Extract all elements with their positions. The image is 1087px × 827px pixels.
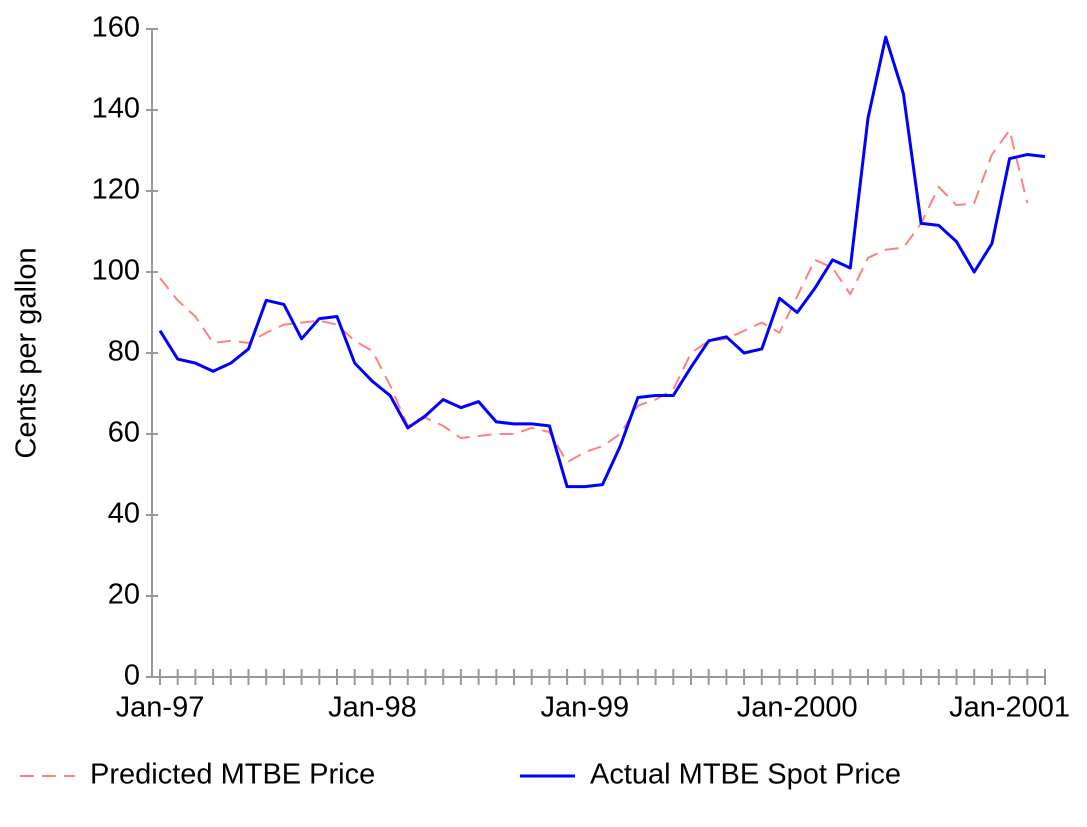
y-tick-label: 80 xyxy=(108,336,140,368)
x-tick-label: Jan-97 xyxy=(116,692,205,724)
y-tick-label: 160 xyxy=(92,12,140,44)
y-tick-label: 140 xyxy=(92,93,140,125)
x-tick-label: Jan-2001 xyxy=(949,692,1070,724)
legend-label: Predicted MTBE Price xyxy=(90,759,375,791)
series-line xyxy=(159,129,1029,464)
y-tick-label: 0 xyxy=(124,660,140,692)
x-tick-label: Jan-98 xyxy=(328,692,417,724)
y-tick-label: 60 xyxy=(108,417,140,449)
y-tick-label: 40 xyxy=(108,498,140,530)
legend-label: Actual MTBE Spot Price xyxy=(590,759,901,791)
x-tick-label: Jan-99 xyxy=(540,692,629,724)
y-tick-label: 120 xyxy=(92,174,140,206)
y-tick-label: 20 xyxy=(108,579,140,611)
y-tick-label: 100 xyxy=(92,255,140,287)
series-line xyxy=(158,35,1046,489)
y-axis-label: Cents per gallon xyxy=(11,247,43,458)
x-tick-label: Jan-2000 xyxy=(737,692,858,724)
